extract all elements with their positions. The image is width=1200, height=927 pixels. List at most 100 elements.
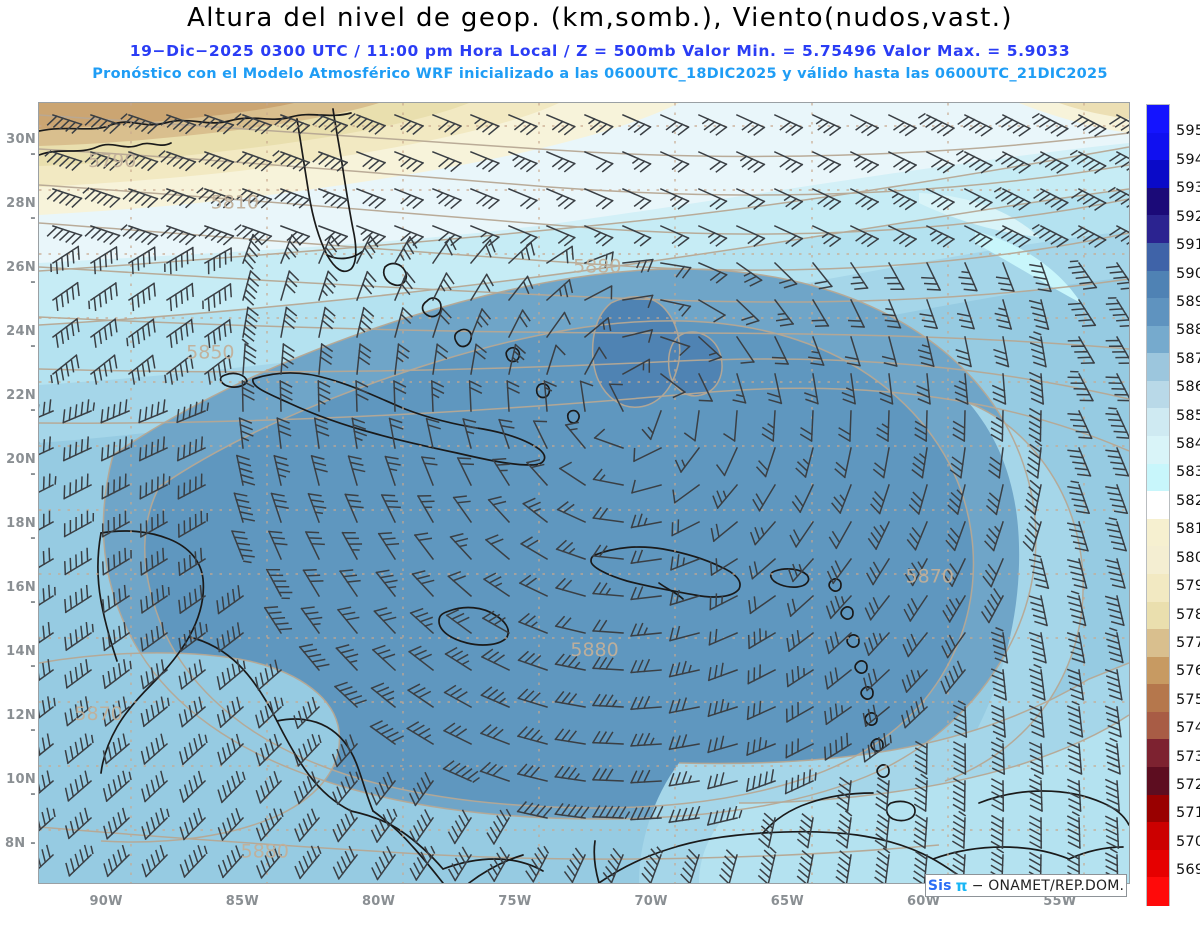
colorbar-tick-label: 5880 <box>1176 322 1200 339</box>
colorbar-band <box>1147 408 1169 437</box>
wind-barb <box>64 547 93 576</box>
wind-barb <box>394 151 425 173</box>
wind-barb <box>407 683 435 709</box>
wind-barb <box>592 582 624 597</box>
wind-barb <box>444 646 473 672</box>
wind-barb <box>941 631 967 659</box>
wind-barb <box>39 807 56 832</box>
x-axis-tick: 90W <box>89 894 123 909</box>
colorbar-band <box>1147 491 1169 520</box>
wind-barb <box>554 765 586 782</box>
wind-barb <box>579 380 594 412</box>
wind-barb <box>198 114 235 135</box>
wind-barb <box>988 447 1004 479</box>
wind-barb <box>774 151 804 174</box>
wind-barb <box>947 484 966 516</box>
wind-barb <box>139 510 169 538</box>
wind-barb <box>554 615 586 634</box>
colorbar-band <box>1147 353 1169 382</box>
wind-barb <box>707 735 738 754</box>
wind-barb <box>546 188 576 210</box>
y-axis-tick: 10N - <box>6 771 36 802</box>
wind-barb <box>555 539 586 560</box>
wind-barb <box>956 299 975 330</box>
wind-barb <box>774 188 804 211</box>
wind-barb <box>196 187 235 209</box>
wind-barb <box>202 282 232 312</box>
wind-barb <box>707 772 738 790</box>
wind-barb <box>791 484 814 514</box>
wind-barb <box>64 584 93 614</box>
wind-barb <box>641 410 662 441</box>
wind-barb <box>62 436 92 462</box>
wind-barb <box>216 659 246 691</box>
wind-barb <box>273 454 291 486</box>
wind-barb <box>139 473 171 500</box>
wind-barb <box>660 336 691 357</box>
wind-barb <box>355 235 379 265</box>
wind-barb <box>862 733 892 763</box>
colorbar-tick-label: 5760 <box>1176 663 1200 680</box>
wind-barb <box>660 151 690 173</box>
wind-barb <box>1066 668 1085 701</box>
wind-barb <box>951 810 967 850</box>
wind-barb <box>203 354 232 385</box>
wind-barb <box>668 697 700 714</box>
wind-barb <box>335 644 359 672</box>
wind-barb <box>804 373 819 405</box>
wind-barb <box>917 112 955 137</box>
wind-barb <box>141 844 169 878</box>
wind-barb <box>796 813 814 849</box>
wind-barb <box>432 151 462 173</box>
wind-barb <box>824 631 853 655</box>
wind-barb <box>1028 371 1045 405</box>
wind-barb <box>140 622 169 652</box>
wind-barb <box>943 558 966 588</box>
wind-barb <box>468 379 483 412</box>
wind-barb <box>1028 815 1043 850</box>
wind-barb <box>480 648 511 672</box>
wind-barb <box>179 845 208 878</box>
wind-barb <box>39 399 54 418</box>
wind-barb <box>371 845 397 881</box>
contour-label: 5790 <box>88 150 136 172</box>
wind-barb <box>824 732 853 761</box>
x-axis-tick: 65W <box>770 894 805 909</box>
map-plot-area[interactable]: 5790 5810 5850 5880 5870 5880 5870 5880 <box>38 102 1130 884</box>
wind-barb <box>318 234 340 264</box>
wind-barb <box>64 621 94 652</box>
x-axis-tick: 75W <box>498 894 532 909</box>
wind-barb <box>293 696 321 730</box>
wind-barb <box>203 318 232 349</box>
wind-barb <box>1068 260 1098 290</box>
wind-barb <box>995 224 1031 248</box>
wind-barb <box>517 688 548 708</box>
wind-barb <box>881 336 898 367</box>
wind-barb <box>158 150 197 172</box>
wind-barb <box>265 568 293 600</box>
wind-barb <box>101 510 131 538</box>
wind-barb <box>952 700 968 739</box>
wind-barb <box>470 343 487 375</box>
wind-barb <box>723 410 738 442</box>
wind-barb <box>671 519 701 537</box>
colorbar-tick-label: 5930 <box>1176 180 1200 197</box>
wind-barb <box>887 150 918 174</box>
y-axis-tick: 28N - <box>6 196 36 227</box>
wind-barb <box>470 188 500 210</box>
wind-barb <box>591 730 624 745</box>
wind-barb <box>241 379 255 412</box>
colorbar[interactable] <box>1146 104 1170 906</box>
wind-barb <box>786 630 815 653</box>
wind-barb <box>356 188 387 209</box>
wind-barb <box>178 622 208 653</box>
wind-barb <box>583 346 608 376</box>
wind-barb <box>274 114 311 135</box>
wind-barb <box>708 628 738 646</box>
wind-barb <box>370 682 397 709</box>
wind-barb <box>882 299 902 329</box>
colorbar-tick-label: 5830 <box>1176 464 1200 481</box>
colorbar-band <box>1147 849 1169 878</box>
colorbar-tick-label: 5920 <box>1176 208 1200 225</box>
wind-barb <box>914 740 928 776</box>
